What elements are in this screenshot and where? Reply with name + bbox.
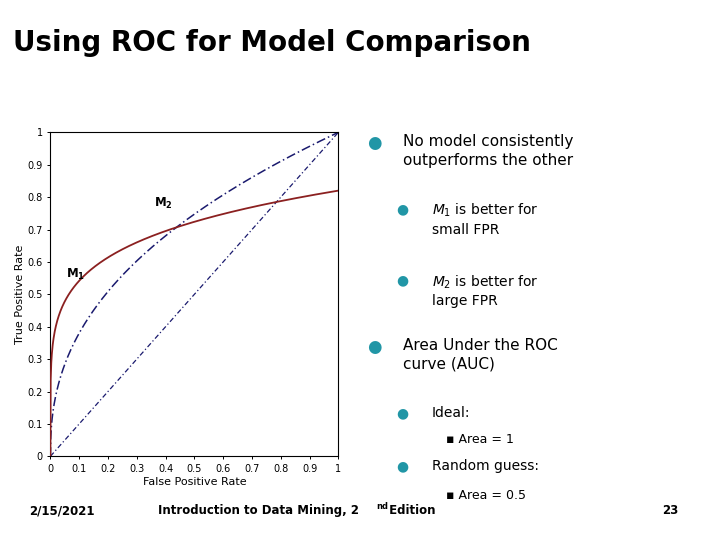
- Text: Ideal:: Ideal:: [432, 406, 470, 420]
- Text: $M_2$ is better for
large FPR: $M_2$ is better for large FPR: [432, 274, 539, 308]
- Text: No model consistently
outperforms the other: No model consistently outperforms the ot…: [403, 134, 574, 167]
- Text: ●: ●: [396, 459, 408, 473]
- Text: 2/15/2021: 2/15/2021: [29, 504, 94, 517]
- Text: Introduction to Data Mining, 2: Introduction to Data Mining, 2: [158, 504, 359, 517]
- Text: ▪ Area = 0.5: ▪ Area = 0.5: [446, 489, 526, 502]
- X-axis label: False Positive Rate: False Positive Rate: [143, 477, 246, 487]
- Text: nd: nd: [376, 502, 388, 511]
- Text: ●: ●: [367, 134, 382, 152]
- Text: Using ROC for Model Comparison: Using ROC for Model Comparison: [13, 29, 531, 57]
- Text: 23: 23: [662, 504, 679, 517]
- Text: $M_1$ is better for
small FPR: $M_1$ is better for small FPR: [432, 202, 539, 237]
- Text: Area Under the ROC
curve (AUC): Area Under the ROC curve (AUC): [403, 338, 558, 372]
- Text: ●: ●: [396, 406, 408, 420]
- Y-axis label: True Positive Rate: True Positive Rate: [14, 245, 24, 344]
- Text: Edition: Edition: [385, 504, 436, 517]
- Text: ▪ Area = 1: ▪ Area = 1: [446, 433, 514, 446]
- Text: $\mathbf{M_1}$: $\mathbf{M_1}$: [66, 267, 85, 282]
- Text: ●: ●: [396, 202, 408, 216]
- Text: ●: ●: [367, 338, 382, 356]
- Text: ●: ●: [396, 274, 408, 288]
- Text: $\mathbf{M_2}$: $\mathbf{M_2}$: [154, 196, 173, 211]
- Text: Random guess:: Random guess:: [432, 459, 539, 473]
